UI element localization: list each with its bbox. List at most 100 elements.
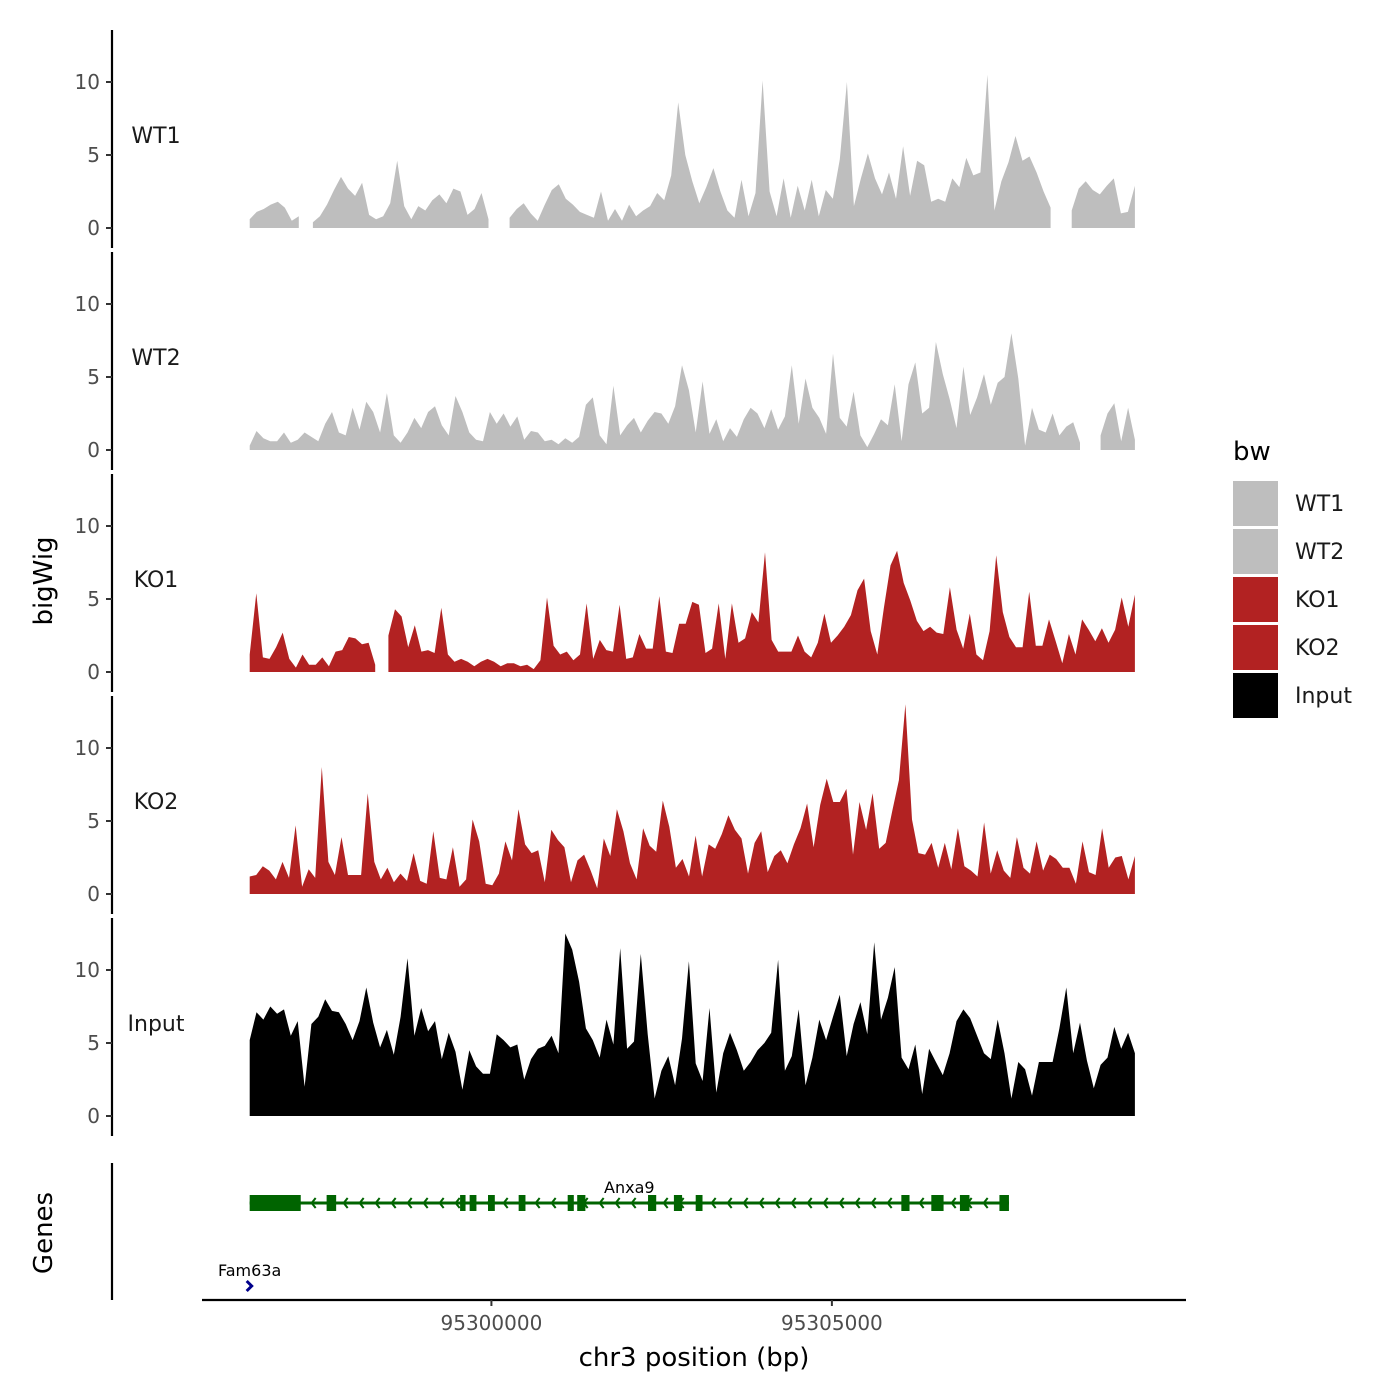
- gene-exon: [567, 1195, 574, 1211]
- track-label-ko2: KO2: [134, 790, 179, 815]
- strand-chevron: [982, 1197, 989, 1209]
- strand-chevron: [758, 1197, 765, 1209]
- gene-exon: [249, 1195, 301, 1211]
- x-axis-title: chr3 position (bp): [579, 1343, 810, 1373]
- legend-title: bw: [1233, 437, 1271, 467]
- strand-chevron: [406, 1197, 413, 1209]
- legend-item-input: Input: [1233, 673, 1352, 718]
- legend-swatch: [1233, 577, 1278, 622]
- y-axis-title: bigWig: [29, 536, 59, 625]
- legend: bw WT1 WT2 KO1 KO2 Input: [1233, 437, 1352, 718]
- y-tick-label: 0: [87, 882, 100, 906]
- strand-chevron: [950, 1197, 957, 1209]
- y-tick-label: 0: [87, 216, 100, 240]
- gene-exon: [326, 1195, 337, 1211]
- strand-chevron: [245, 1279, 254, 1293]
- legend-label: Input: [1295, 684, 1352, 709]
- panel-wt2: 0 5 10 WT2: [75, 252, 1135, 470]
- legend-item-wt2: WT2: [1233, 529, 1344, 574]
- track-label-ko1: KO1: [134, 568, 179, 593]
- legend-item-ko2: KO2: [1233, 625, 1340, 670]
- track-label-wt2: WT2: [131, 346, 180, 371]
- strand-chevron: [886, 1197, 893, 1209]
- strand-chevron: [710, 1197, 717, 1209]
- track-label-input: Input: [128, 1012, 185, 1037]
- y-tick-label: 5: [87, 365, 100, 389]
- strand-chevron: [438, 1197, 445, 1209]
- gene-exon: [931, 1195, 944, 1211]
- panel-ko2: 0 5 10 KO2: [75, 696, 1135, 914]
- y-tick-label: 0: [87, 438, 100, 462]
- track-label-wt1: WT1: [131, 124, 180, 149]
- y-tick-label: 0: [87, 1104, 100, 1128]
- gene-exon: [959, 1195, 970, 1211]
- genes-axis-title: Genes: [29, 1192, 59, 1274]
- y-tick-label: 5: [87, 809, 100, 833]
- signal-area-wt1: [249, 74, 1135, 228]
- strand-chevron: [662, 1197, 669, 1209]
- legend-swatch: [1233, 673, 1278, 718]
- strand-chevron: [502, 1197, 509, 1209]
- panel-input: 0 5 10 Input: [75, 918, 1135, 1136]
- strand-chevron: [390, 1197, 397, 1209]
- signal-area-ko2: [249, 704, 1135, 894]
- strand-chevron: [806, 1197, 813, 1209]
- strand-chevron: [614, 1197, 621, 1209]
- strand-chevron: [422, 1197, 429, 1209]
- strand-chevron: [534, 1197, 541, 1209]
- y-tick-label: 10: [75, 958, 100, 982]
- strand-chevron: [630, 1197, 637, 1209]
- strand-chevron: [742, 1197, 749, 1209]
- legend-swatch: [1233, 481, 1278, 526]
- signal-area-ko1: [249, 550, 1135, 672]
- x-axis-ticks: 95300000 95305000: [441, 1300, 883, 1335]
- gene-exon: [469, 1195, 477, 1211]
- x-tick-label: 95300000: [441, 1311, 543, 1335]
- y-tick-label: 10: [75, 514, 100, 538]
- legend-swatch: [1233, 529, 1278, 574]
- strand-chevron: [870, 1197, 877, 1209]
- gene-exon: [518, 1195, 526, 1211]
- gene-exon: [648, 1195, 657, 1211]
- gene-exon: [695, 1195, 703, 1211]
- gene-track: Anxa9 Fam63a: [110, 1163, 1009, 1300]
- legend-items: WT1 WT2 KO1 KO2 Input: [1233, 481, 1352, 718]
- gene-label: Anxa9: [604, 1178, 655, 1197]
- legend-item-ko1: KO1: [1233, 577, 1340, 622]
- gene-fam63a: Fam63a: [218, 1261, 281, 1293]
- y-tick-label: 10: [75, 70, 100, 94]
- legend-label: WT1: [1295, 492, 1344, 517]
- strand-chevron: [774, 1197, 781, 1209]
- legend-label: KO1: [1295, 588, 1340, 613]
- legend-item-wt1: WT1: [1233, 481, 1344, 526]
- strand-chevron: [342, 1197, 349, 1209]
- y-tick-label: 0: [87, 660, 100, 684]
- strand-chevron: [790, 1197, 797, 1209]
- gene-anxa9: Anxa9: [249, 1178, 1009, 1211]
- gene-exon: [673, 1195, 683, 1211]
- y-tick-label: 5: [87, 587, 100, 611]
- gene-exon: [460, 1195, 466, 1211]
- gene-label: Fam63a: [218, 1261, 281, 1280]
- strand-chevron: [918, 1197, 925, 1209]
- strand-chevron: [838, 1197, 845, 1209]
- gene-glyphs: Anxa9 Fam63a: [218, 1178, 1009, 1293]
- signal-area-input: [249, 933, 1135, 1116]
- strand-chevron: [598, 1197, 605, 1209]
- strand-chevron: [454, 1197, 461, 1209]
- y-tick-label: 5: [87, 143, 100, 167]
- y-tick-label: 10: [75, 736, 100, 760]
- strand-chevron: [854, 1197, 861, 1209]
- legend-swatch: [1233, 625, 1278, 670]
- gene-exon: [999, 1195, 1009, 1211]
- y-tick-label: 10: [75, 292, 100, 316]
- panel-wt1: 0 5 10 WT1: [75, 30, 1135, 248]
- strand-chevron: [310, 1197, 317, 1209]
- x-tick-label: 95305000: [781, 1311, 883, 1335]
- panel-ko1: 0 5 10 KO1: [75, 474, 1135, 692]
- legend-label: KO2: [1295, 636, 1340, 661]
- y-tick-label: 5: [87, 1031, 100, 1055]
- strand-chevron: [358, 1197, 365, 1209]
- bigwig-panels: 0 5 10 WT1 0 5 10 WT2 0 5 10 KO1 0 5 10 KO2 0 5 10 Input: [75, 30, 1135, 1136]
